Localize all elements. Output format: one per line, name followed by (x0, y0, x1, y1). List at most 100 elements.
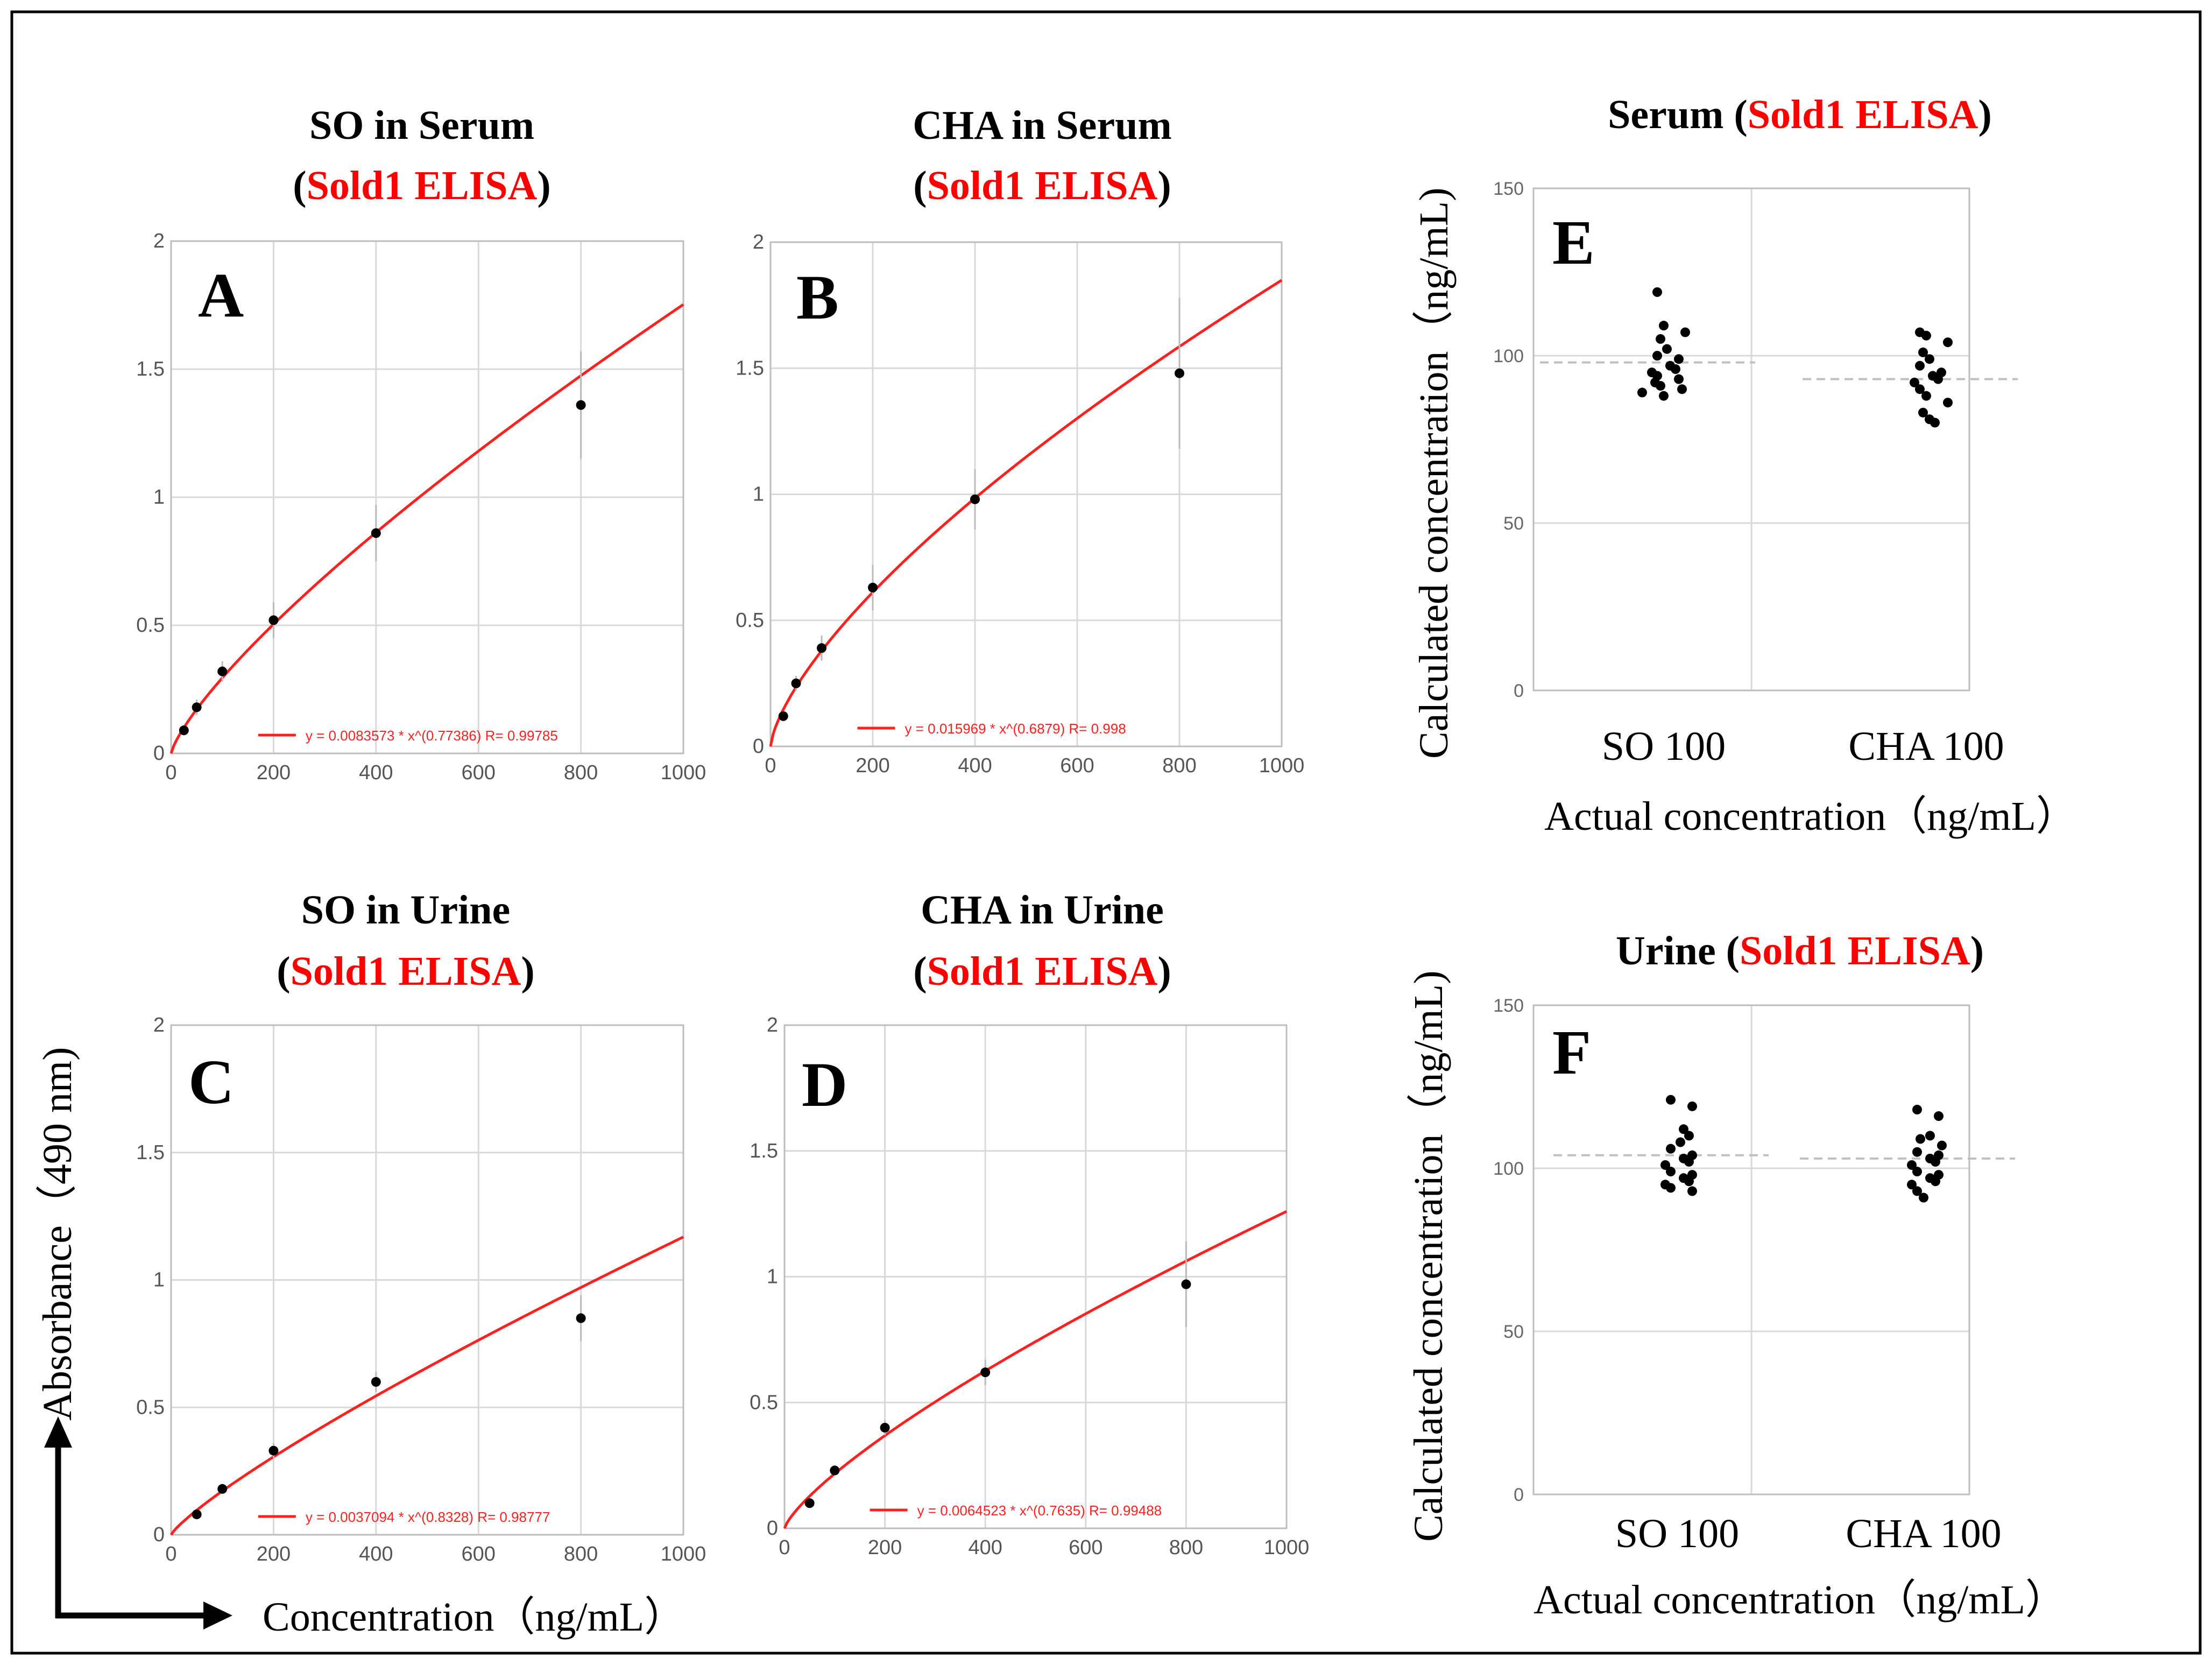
data-point (1660, 1160, 1670, 1170)
data-point (1915, 361, 1925, 371)
x-tick-label: 0 (779, 1536, 790, 1559)
data-point (1912, 1186, 1922, 1196)
x-tick-label: 1000 (661, 761, 706, 784)
x-tick-label: 200 (257, 1543, 291, 1565)
data-point (1915, 384, 1925, 394)
charts-container: SO in Serum(Sold1 ELISA)0 200 400 600 800 100… (136, 92, 2077, 1622)
data-point (1659, 391, 1669, 401)
data-point (1925, 1131, 1935, 1141)
chart-title: Serum (Sold1 ELISA) (1608, 92, 1992, 137)
category-label: SO 100 (1602, 724, 1726, 769)
y-tick-label: 0 (753, 735, 764, 758)
data-point (1662, 344, 1672, 354)
y-tick-label: 0.5 (136, 614, 165, 637)
title-open: ( (1723, 92, 1747, 137)
chart-A: SO in Serum(Sold1 ELISA)0 200 400 600 800 100… (136, 103, 706, 784)
data-point (268, 615, 279, 625)
x-tick-label: 400 (359, 761, 393, 784)
x-axis-arrowhead (203, 1601, 232, 1629)
data-point (217, 666, 228, 676)
chart-C: SO in Urine(Sold1 ELISA)0 200 400 600 800 100… (136, 887, 706, 1565)
category-label: CHA 100 (1846, 1511, 2001, 1556)
data-point (1656, 380, 1665, 391)
y-tick-label: 0 (1514, 1485, 1524, 1505)
data-point (1916, 1134, 1925, 1144)
subtitle-method: Sold1 ELISA (291, 949, 521, 994)
data-point (1921, 330, 1931, 341)
data-point (192, 1509, 202, 1520)
data-point (817, 643, 826, 653)
title-close: ) (1970, 928, 1984, 973)
subtitle-method: Sold1 ELISA (927, 163, 1158, 208)
data-point (830, 1465, 840, 1476)
data-point (576, 1313, 586, 1323)
title-close: ) (1978, 92, 1992, 137)
subtitle-method: Sold1 ELISA (927, 949, 1158, 994)
x-tick-label: 200 (257, 761, 291, 784)
x-tick-label: 600 (1060, 754, 1094, 777)
chart-F: Urine (Sold1 ELISA) 0 50 100 150 F Calculated … (1406, 928, 2066, 1622)
data-point (1687, 1101, 1697, 1111)
y-tick-label: 2 (767, 1014, 778, 1036)
data-point (192, 702, 202, 712)
y-tick-label: 0 (153, 742, 165, 765)
y-axis-label: Calculated concentration（ng/mL) (1411, 187, 1457, 759)
data-point (1930, 418, 1940, 428)
figure-border (10, 10, 2202, 1655)
data-point (1943, 337, 1953, 348)
chart-subtitle: (Sold1 ELISA) (913, 949, 1171, 994)
data-point (1912, 1147, 1922, 1157)
data-point (1666, 1183, 1676, 1193)
data-point (1921, 391, 1931, 401)
y-axis-arrowhead (44, 1416, 72, 1448)
plot-frame (170, 1024, 684, 1536)
fit-curve (783, 1210, 1288, 1529)
title-method: Sold1 ELISA (1748, 92, 1978, 137)
chart-subtitle: (Sold1 ELISA) (913, 163, 1171, 208)
data-point (179, 725, 189, 736)
data-point (576, 400, 586, 410)
data-point (1674, 354, 1684, 364)
data-point (1684, 1156, 1694, 1167)
data-point (980, 1367, 991, 1378)
plot-frame (769, 241, 1283, 747)
x-tick-label: 200 (868, 1536, 902, 1559)
plot-frame (1532, 187, 1970, 692)
subtitle-open: ( (293, 163, 306, 208)
title-method: Sold1 ELISA (1740, 928, 1970, 973)
x-tick-label: 0 (165, 761, 176, 784)
y-tick-label: 1 (153, 1269, 165, 1292)
subtitle-method: Sold1 ELISA (307, 163, 538, 208)
y-tick-label: 0 (153, 1523, 165, 1546)
y-tick-label: 2 (153, 230, 165, 252)
data-point (1943, 398, 1953, 408)
data-point (1931, 1176, 1940, 1187)
y-tick-label: 50 (1503, 1322, 1524, 1342)
subtitle-open: ( (277, 949, 290, 994)
x-axis-label: Actual concentration（ng/mL） (1544, 794, 2077, 839)
y-tick-label: 100 (1493, 1159, 1524, 1179)
title-open: ( (1716, 928, 1740, 973)
chart-title: CHA in Serum (913, 103, 1171, 148)
data-point (1666, 1144, 1676, 1154)
x-tick-label: 1000 (1259, 754, 1305, 777)
subtitle-open: ( (913, 163, 927, 208)
y-tick-label: 1.5 (136, 1141, 165, 1164)
y-tick-label: 0 (1514, 681, 1524, 701)
chart-title: Urine (Sold1 ELISA) (1616, 928, 1984, 973)
category-label: SO 100 (1615, 1511, 1739, 1556)
data-point (1687, 1186, 1697, 1196)
data-point (1925, 354, 1934, 364)
x-tick-label: 400 (968, 1536, 1002, 1559)
data-point (778, 711, 788, 721)
chart-B: CHA in Serum(Sold1 ELISA)0 200 400 600 800 10… (736, 103, 1304, 777)
data-point (1910, 377, 1919, 387)
chart-subtitle: (Sold1 ELISA) (277, 949, 534, 994)
data-point (1918, 347, 1928, 357)
x-tick-label: 1000 (1264, 1536, 1310, 1559)
data-point (1679, 1124, 1688, 1134)
y-tick-label: 1 (767, 1266, 778, 1288)
category-label: CHA 100 (1848, 724, 2004, 769)
data-point (1918, 407, 1928, 418)
